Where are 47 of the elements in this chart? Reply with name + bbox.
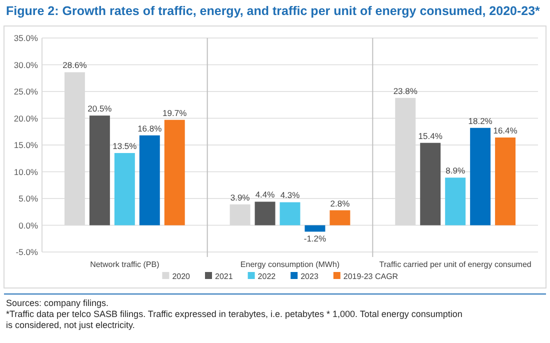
data-label: 3.9% bbox=[230, 192, 250, 202]
legend-label: 2023 bbox=[300, 272, 319, 281]
data-label: 28.6% bbox=[62, 60, 88, 70]
bar bbox=[445, 178, 466, 226]
x-tick-label: Energy consumption (MWh) bbox=[240, 260, 340, 269]
data-label: 2.8% bbox=[330, 198, 350, 208]
bar bbox=[89, 116, 110, 226]
y-tick-label: 15.0% bbox=[14, 140, 38, 150]
bar bbox=[495, 138, 516, 226]
bar bbox=[164, 120, 185, 226]
data-label: 20.5% bbox=[88, 104, 112, 114]
x-tick-label: Traffic carried per unit of energy consumed bbox=[379, 260, 532, 269]
y-tick-label: 0.0% bbox=[18, 220, 38, 230]
data-label: 15.4% bbox=[418, 130, 443, 141]
bar bbox=[114, 153, 135, 226]
data-label: -1.2% bbox=[304, 234, 327, 244]
data-label: 18.2% bbox=[468, 116, 493, 126]
bar bbox=[139, 135, 160, 226]
bar bbox=[254, 202, 276, 226]
legend-label: 2019-23 CAGR bbox=[343, 272, 398, 281]
source-note: Sources: company filings. bbox=[6, 298, 109, 308]
bar bbox=[304, 225, 326, 232]
x-tick-label: Network traffic (PB) bbox=[90, 260, 160, 269]
y-tick-label: 25.0% bbox=[14, 86, 38, 96]
bar bbox=[420, 142, 441, 226]
bar bbox=[280, 202, 300, 226]
text: *Traffic data per telco SASB filings. Traffic expressed in terabytes, i.e. petabytes * 1,000. Total energy consumption is considered, not just electricity. bbox=[6, 309, 462, 330]
bar bbox=[470, 128, 491, 226]
legend-label: 2021 bbox=[215, 272, 234, 281]
data-label: 16.4% bbox=[493, 126, 518, 136]
legend-label: 2022 bbox=[258, 272, 276, 281]
y-tick-label: 5.0% bbox=[18, 194, 38, 204]
data-label: 8.9% bbox=[446, 166, 466, 176]
data-label: 4.4% bbox=[255, 190, 276, 200]
data-label: 4.3% bbox=[280, 190, 300, 200]
y-tick-label: 20.0% bbox=[14, 113, 38, 124]
y-tick-label: -5.0% bbox=[16, 247, 38, 257]
data-label: 19.7% bbox=[162, 108, 188, 118]
y-tick-label: 10.0% bbox=[14, 166, 38, 177]
bar bbox=[330, 210, 350, 226]
data-label: 23.8% bbox=[393, 86, 418, 96]
data-label: 16.8% bbox=[138, 123, 162, 134]
chart-title: Figure 2: Growth rates of traffic, energy, and traffic per unit of energy consumed, 2020-23* bbox=[6, 4, 540, 18]
y-tick-label: 30.0% bbox=[14, 60, 38, 70]
legend-label: 2020 bbox=[172, 272, 191, 281]
y-tick-label: 35.0% bbox=[14, 33, 38, 43]
data-label: 13.5% bbox=[112, 141, 138, 152]
